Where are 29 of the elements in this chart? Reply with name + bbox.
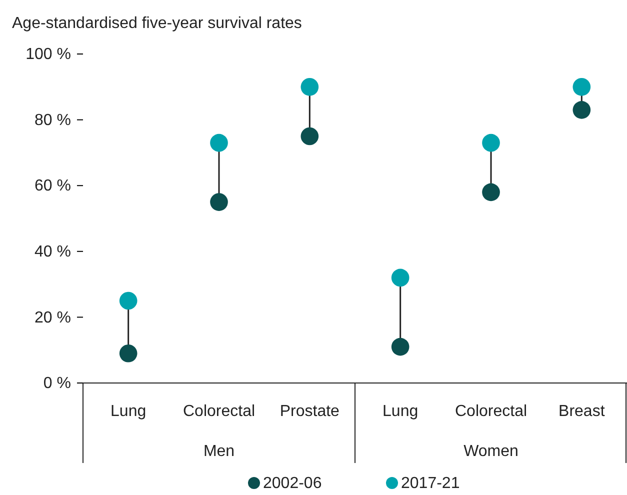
- x-tick-label: Colorectal: [454, 403, 528, 420]
- point: [300, 127, 319, 146]
- point: [119, 292, 138, 310]
- y-tick-label: 40 %: [34, 244, 71, 261]
- x-tick-label: Prostate: [280, 403, 340, 420]
- legend-label: 2017-21: [401, 475, 460, 492]
- legend-label: 2002-06: [263, 475, 322, 492]
- y-tick-label: 20 %: [34, 309, 71, 326]
- y-tick-label: 100 %: [26, 46, 71, 64]
- x-tick-label: Colorectal: [182, 403, 256, 420]
- point: [572, 101, 591, 119]
- point: [572, 78, 591, 96]
- point: [210, 193, 228, 211]
- point: [391, 268, 410, 287]
- point: [210, 134, 228, 152]
- text: Men: [203, 443, 235, 460]
- point: [482, 183, 500, 202]
- y-tick-label: 60 %: [34, 178, 71, 195]
- chart-subtitle: Age-standardised five-year survival rates: [12, 15, 302, 32]
- point: [300, 78, 319, 96]
- y-tick-label: 80 %: [34, 112, 71, 129]
- y-tick-label: 0 %: [43, 375, 71, 392]
- point: [119, 344, 138, 362]
- x-tick-label: Lung: [382, 403, 418, 420]
- point: [391, 338, 410, 356]
- point: [482, 134, 500, 152]
- x-tick-label: Lung: [110, 403, 146, 420]
- text: Women: [464, 443, 518, 460]
- x-tick-label: Breast: [558, 403, 606, 420]
